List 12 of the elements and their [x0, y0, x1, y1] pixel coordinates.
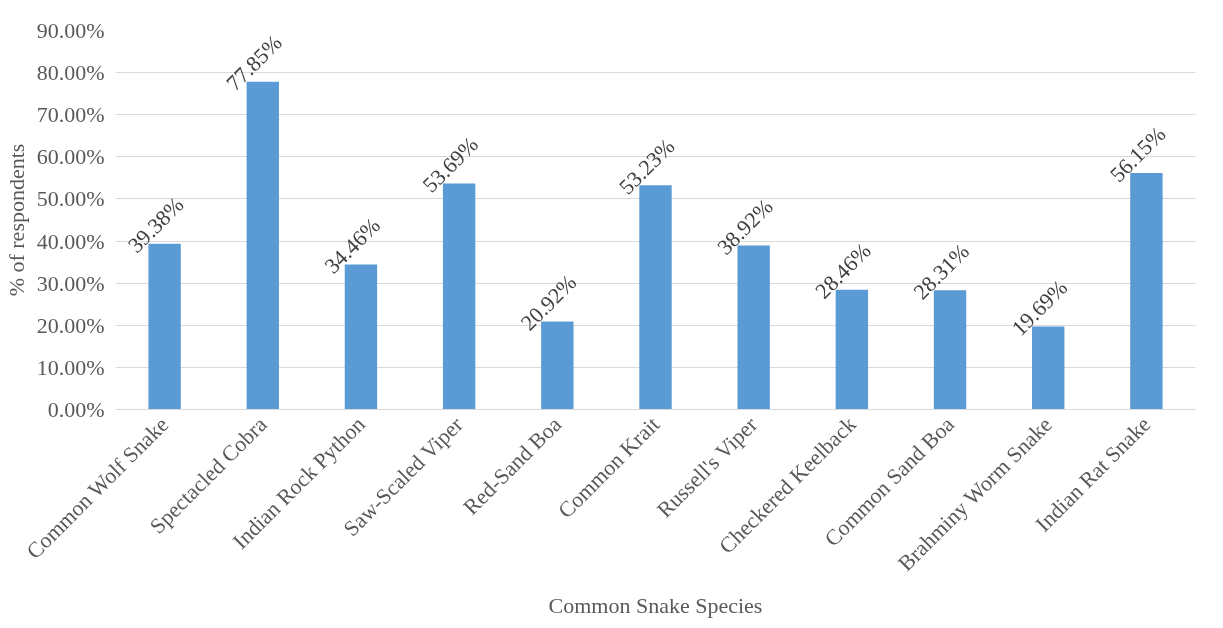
y-tick-label: 90.00%	[36, 18, 105, 43]
y-tick-label: 70.00%	[36, 102, 105, 128]
y-tick-label: 30.00%	[36, 270, 105, 296]
y-axis-title: % of respondents	[3, 143, 29, 297]
y-tick-label: 80.00%	[36, 60, 105, 86]
y-tick-label: 50.00%	[36, 186, 105, 212]
y-tick-label: 60.00%	[36, 144, 105, 170]
y-tick-label: 20.00%	[36, 312, 105, 338]
y-tick-label: 0.00%	[47, 397, 105, 422]
x-axis-title: Common Snake Species	[548, 592, 763, 618]
y-tick-label: 40.00%	[36, 228, 105, 254]
y-tick-label: 10.00%	[36, 354, 105, 380]
